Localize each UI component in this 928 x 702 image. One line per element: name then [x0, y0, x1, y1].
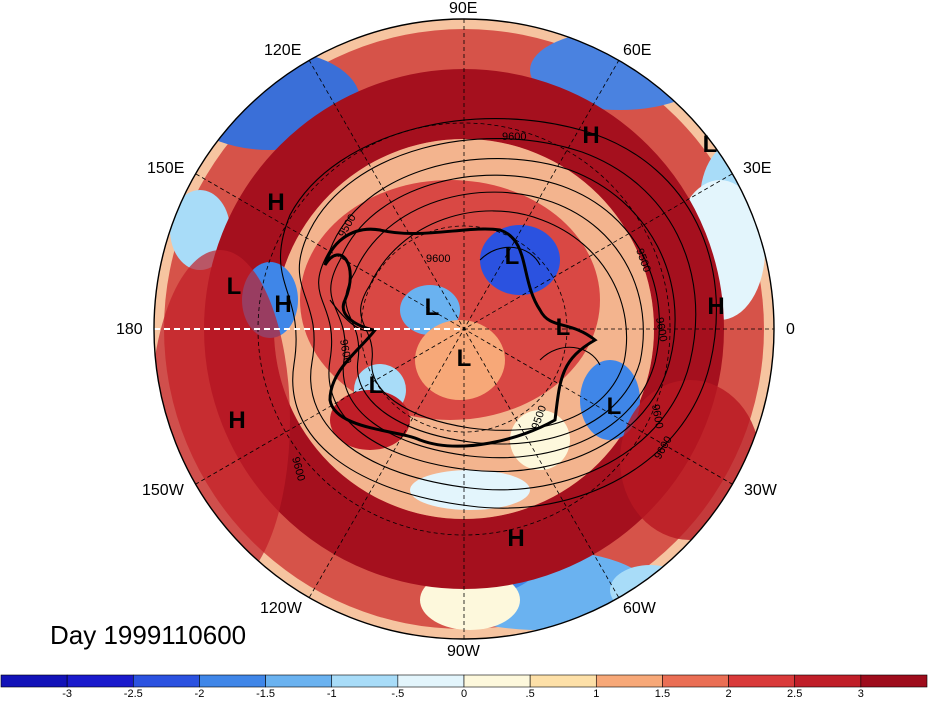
colorbar-bin — [728, 674, 796, 688]
colorbar-tick-label: -1.5 — [256, 688, 276, 700]
jet-axis — [323, 227, 598, 448]
lon-label-120w: 120W — [260, 600, 302, 617]
lon-label-120e: 120E — [264, 42, 302, 59]
lon-label-180: 180 — [116, 321, 143, 338]
colorbar-tick-label: 1 — [593, 688, 600, 700]
contour-label: 9600 — [502, 131, 526, 143]
colorbar-bin — [397, 674, 465, 688]
colorbar-tick-label: 2 — [725, 688, 732, 700]
lon-label-90w: 90W — [447, 643, 480, 660]
low-pressure-center: L — [457, 345, 472, 372]
lon-label-60w: 60W — [623, 600, 656, 617]
map-border — [153, 18, 775, 640]
contour-label: 9600 — [649, 403, 665, 429]
colorbar-bin — [132, 674, 200, 688]
low-pressure-center: L — [703, 131, 718, 158]
low-pressure-center: L — [556, 314, 571, 341]
lon-label-60e: 60E — [623, 42, 652, 59]
colorbar-bin — [0, 674, 68, 688]
colorbar-bin — [265, 674, 333, 688]
colorbar-bin — [794, 674, 862, 688]
contour-label: 9600 — [653, 316, 669, 342]
low-pressure-center: L — [369, 372, 384, 399]
high-pressure-center: H — [582, 122, 599, 149]
colorbar-tick-label: -1 — [326, 688, 337, 700]
contour-label: 9600 — [426, 253, 450, 265]
contour-label: 9600 — [337, 338, 353, 364]
lon-label-30w: 30W — [744, 482, 777, 499]
colorbar-bin — [199, 674, 266, 688]
low-pressure-center: L — [607, 393, 622, 420]
colorbar-tick-label: 2.5 — [787, 688, 803, 700]
lon-label-150e: 150E — [147, 160, 185, 177]
lon-label-150w: 150W — [142, 482, 184, 499]
colorbar-tick-label: 1.5 — [654, 688, 671, 700]
low-pressure-center: L — [227, 273, 242, 300]
lon-label-30e: 30E — [743, 160, 772, 177]
colorbar-tick-label: .5 — [525, 688, 535, 700]
colorbar-tick-label: 0 — [460, 688, 468, 700]
high-pressure-center: H — [274, 291, 291, 318]
colorbar-bin — [529, 674, 597, 688]
lon-label-90e: 90E — [449, 0, 478, 17]
low-pressure-center: L — [425, 294, 440, 321]
low-pressure-center: L — [505, 243, 520, 270]
colorbar-bin — [595, 674, 663, 688]
high-pressure-center: H — [707, 293, 724, 320]
high-pressure-center: H — [507, 525, 524, 552]
lon-label-0: 0 — [786, 321, 795, 338]
colorbar-bin — [331, 674, 399, 688]
colorbar-tick-label: -3 — [62, 688, 73, 700]
colorbar-tick-label: -.5 — [391, 688, 405, 700]
colorbar-tick-label: -2.5 — [123, 688, 143, 700]
colorbar — [0, 674, 928, 688]
colorbar-bin — [66, 674, 134, 688]
colorbar-tick-label: 3 — [857, 688, 864, 700]
colorbar-bin — [860, 674, 928, 688]
colorbar-bin — [662, 674, 729, 688]
colorbar-bin — [463, 674, 531, 688]
high-pressure-center: H — [267, 189, 284, 216]
colorbar-tick-label: -2 — [194, 688, 205, 700]
date-label: Day 1999110600 — [50, 620, 247, 650]
high-pressure-center: H — [228, 407, 245, 434]
